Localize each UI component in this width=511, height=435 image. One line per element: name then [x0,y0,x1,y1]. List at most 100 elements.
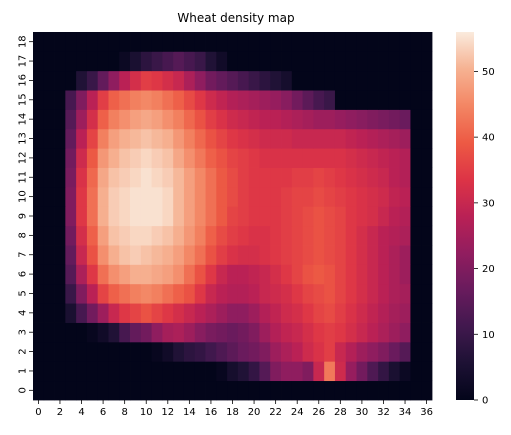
heatmap-cell [33,109,45,130]
heatmap-cell [399,90,411,110]
heatmap-cell [130,264,142,285]
heatmap-cell [140,32,153,52]
heatmap-cell [183,51,196,72]
heatmap-cell [259,283,271,304]
heatmap-cell [194,109,206,130]
heatmap-cell [151,167,163,188]
heatmap-cell [183,70,196,91]
heatmap-cell [259,206,271,227]
heatmap-cell [76,186,88,207]
heatmap-cell [248,32,260,52]
heatmap-cell [65,322,77,343]
heatmap-cell [119,283,131,304]
heatmap-cell [54,109,66,130]
heatmap-cell [291,90,303,110]
heatmap-cell [33,32,45,52]
heatmap-cell [237,148,250,168]
heatmap-cell [421,341,433,362]
heatmap-cell [399,186,411,207]
x-tick-label: 32 [377,407,390,418]
heatmap-cell [291,322,303,343]
heatmap-cell [97,380,109,401]
heatmap-cell [54,206,66,227]
heatmap-cell [140,51,153,72]
heatmap-cell [227,245,239,265]
heatmap-cell [97,361,109,382]
heatmap-cell [119,32,131,52]
heatmap-cell [86,90,99,110]
heatmap-cell [54,32,66,52]
colorbar-tick-label: 50 [482,67,495,78]
heatmap-cell [97,186,109,207]
heatmap-cell [291,206,303,227]
heatmap-cell [76,51,88,72]
heatmap-cell [410,32,422,52]
heatmap-cell [119,128,131,149]
heatmap-cell [324,70,336,91]
heatmap-cell [302,341,314,362]
heatmap-cell [205,264,217,285]
heatmap-cell [119,70,131,91]
heatmap-cell [183,303,196,323]
heatmap-cell [54,51,66,72]
heatmap-cell [65,303,77,323]
heatmap-cell [162,283,174,304]
heatmap-cell [410,109,422,130]
heatmap-cell [151,303,163,323]
heatmap-cell [345,322,357,343]
heatmap-cell [356,32,368,52]
heatmap-cell [151,380,163,401]
heatmap-cell [313,380,325,401]
heatmap-cell [119,380,131,401]
heatmap-cell [378,380,390,401]
heatmap-cell [237,167,250,188]
heatmap-cell [183,32,196,52]
heatmap-cell [162,128,174,149]
heatmap-cell [378,70,390,91]
heatmap-cell [86,167,99,188]
heatmap-cell [388,90,401,110]
heatmap-cell [205,341,217,362]
heatmap-cell [205,206,217,227]
colorbar-ticks: 0 10 20 30 40 50 [474,67,495,407]
heatmap-cell [291,109,303,130]
heatmap-cell [291,361,303,382]
heatmap-cell [302,128,314,149]
heatmap-cell [130,148,142,168]
heatmap-cell [33,128,45,149]
heatmap-cell [227,361,239,382]
heatmap-cell [108,380,120,401]
heatmap-cell [324,90,336,110]
heatmap-cell [302,283,314,304]
heatmap-cell [248,303,260,323]
heatmap-cell [205,90,217,110]
heatmap-cell [43,186,55,207]
heatmap-cell [399,32,411,52]
heatmap-cell [270,70,282,91]
heatmap-cell [324,361,336,382]
heatmap-cell [140,341,153,362]
heatmap-cell [54,322,66,343]
heatmap-cell [76,206,88,227]
heatmap-cell [248,341,260,362]
y-tick-label: 4 [18,310,29,316]
heatmap-cell [388,70,401,91]
heatmap-cell [410,322,422,343]
heatmap-cell [388,128,401,149]
heatmap-cell [270,206,282,227]
heatmap-cell [205,51,217,72]
colorbar [456,32,474,400]
heatmap-cell [194,283,206,304]
heatmap-cell [108,225,120,246]
heatmap-cell [43,90,55,110]
heatmap-cell [291,341,303,362]
heatmap-cell [421,225,433,246]
heatmap-cell [334,322,347,343]
heatmap-cell [227,380,239,401]
heatmap-cell [33,51,45,72]
heatmap-cell [43,32,55,52]
heatmap-cell [97,128,109,149]
heatmap-cell [54,225,66,246]
heatmap-cell [291,32,303,52]
heatmap-cell [140,206,153,227]
